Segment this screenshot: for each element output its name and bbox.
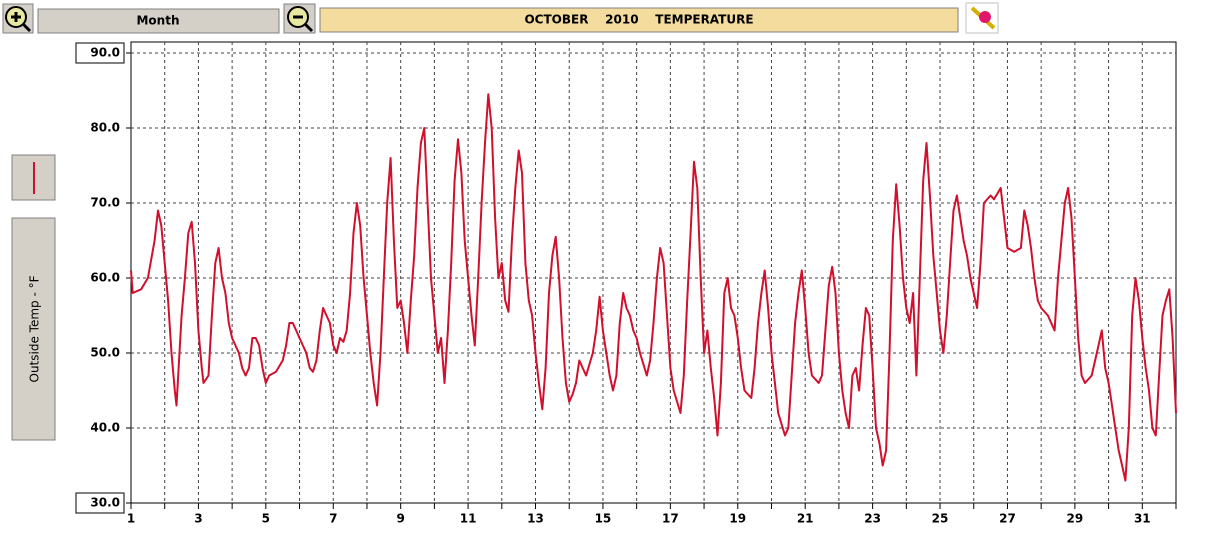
x-tick-label: 5 xyxy=(262,512,270,526)
x-tick-label: 31 xyxy=(1134,512,1151,526)
y-tick-label: 40.0 xyxy=(90,421,120,435)
x-tick-label: 1 xyxy=(127,512,135,526)
temperature-line xyxy=(130,93,1177,482)
y-tick-label: 80.0 xyxy=(90,121,120,135)
period-button[interactable]: Month xyxy=(37,8,280,34)
x-tick-label: 11 xyxy=(460,512,477,526)
x-tick-label: 21 xyxy=(797,512,814,526)
x-tick-label: 7 xyxy=(329,512,337,526)
y-tick-label: 60.0 xyxy=(90,271,120,285)
x-tick-label: 19 xyxy=(729,512,746,526)
legend-swatch-button[interactable] xyxy=(11,154,56,201)
x-tick-label: 23 xyxy=(864,512,881,526)
title-box xyxy=(319,7,959,33)
x-tick-label: 15 xyxy=(595,512,612,526)
zoom-in-button[interactable] xyxy=(2,3,34,34)
y-tick-label: 90.0 xyxy=(90,46,120,60)
x-tick-label: 3 xyxy=(194,512,202,526)
x-tick-label: 25 xyxy=(932,512,949,526)
x-tick-label: 9 xyxy=(396,512,404,526)
chart-title: OCTOBER 2010 TEMPERATURE xyxy=(524,13,753,27)
x-tick-label: 27 xyxy=(999,512,1016,526)
y-tick-box xyxy=(75,492,125,514)
legend-label: Outside Temp - °F xyxy=(28,275,42,382)
y-tick-label: 50.0 xyxy=(90,346,120,360)
y-tick-box xyxy=(75,42,125,64)
x-tick-label: 29 xyxy=(1067,512,1084,526)
zoom-out-button[interactable] xyxy=(283,3,316,34)
y-tick-label: 70.0 xyxy=(90,196,120,210)
x-tick-label: 13 xyxy=(527,512,544,526)
x-tick-label: 17 xyxy=(662,512,679,526)
plot-frame xyxy=(130,41,1177,504)
series-label-button[interactable]: Outside Temp - °F xyxy=(11,217,56,441)
period-label: Month xyxy=(136,14,179,28)
print-button[interactable] xyxy=(965,2,999,34)
y-tick-label: 30.0 xyxy=(90,496,120,510)
